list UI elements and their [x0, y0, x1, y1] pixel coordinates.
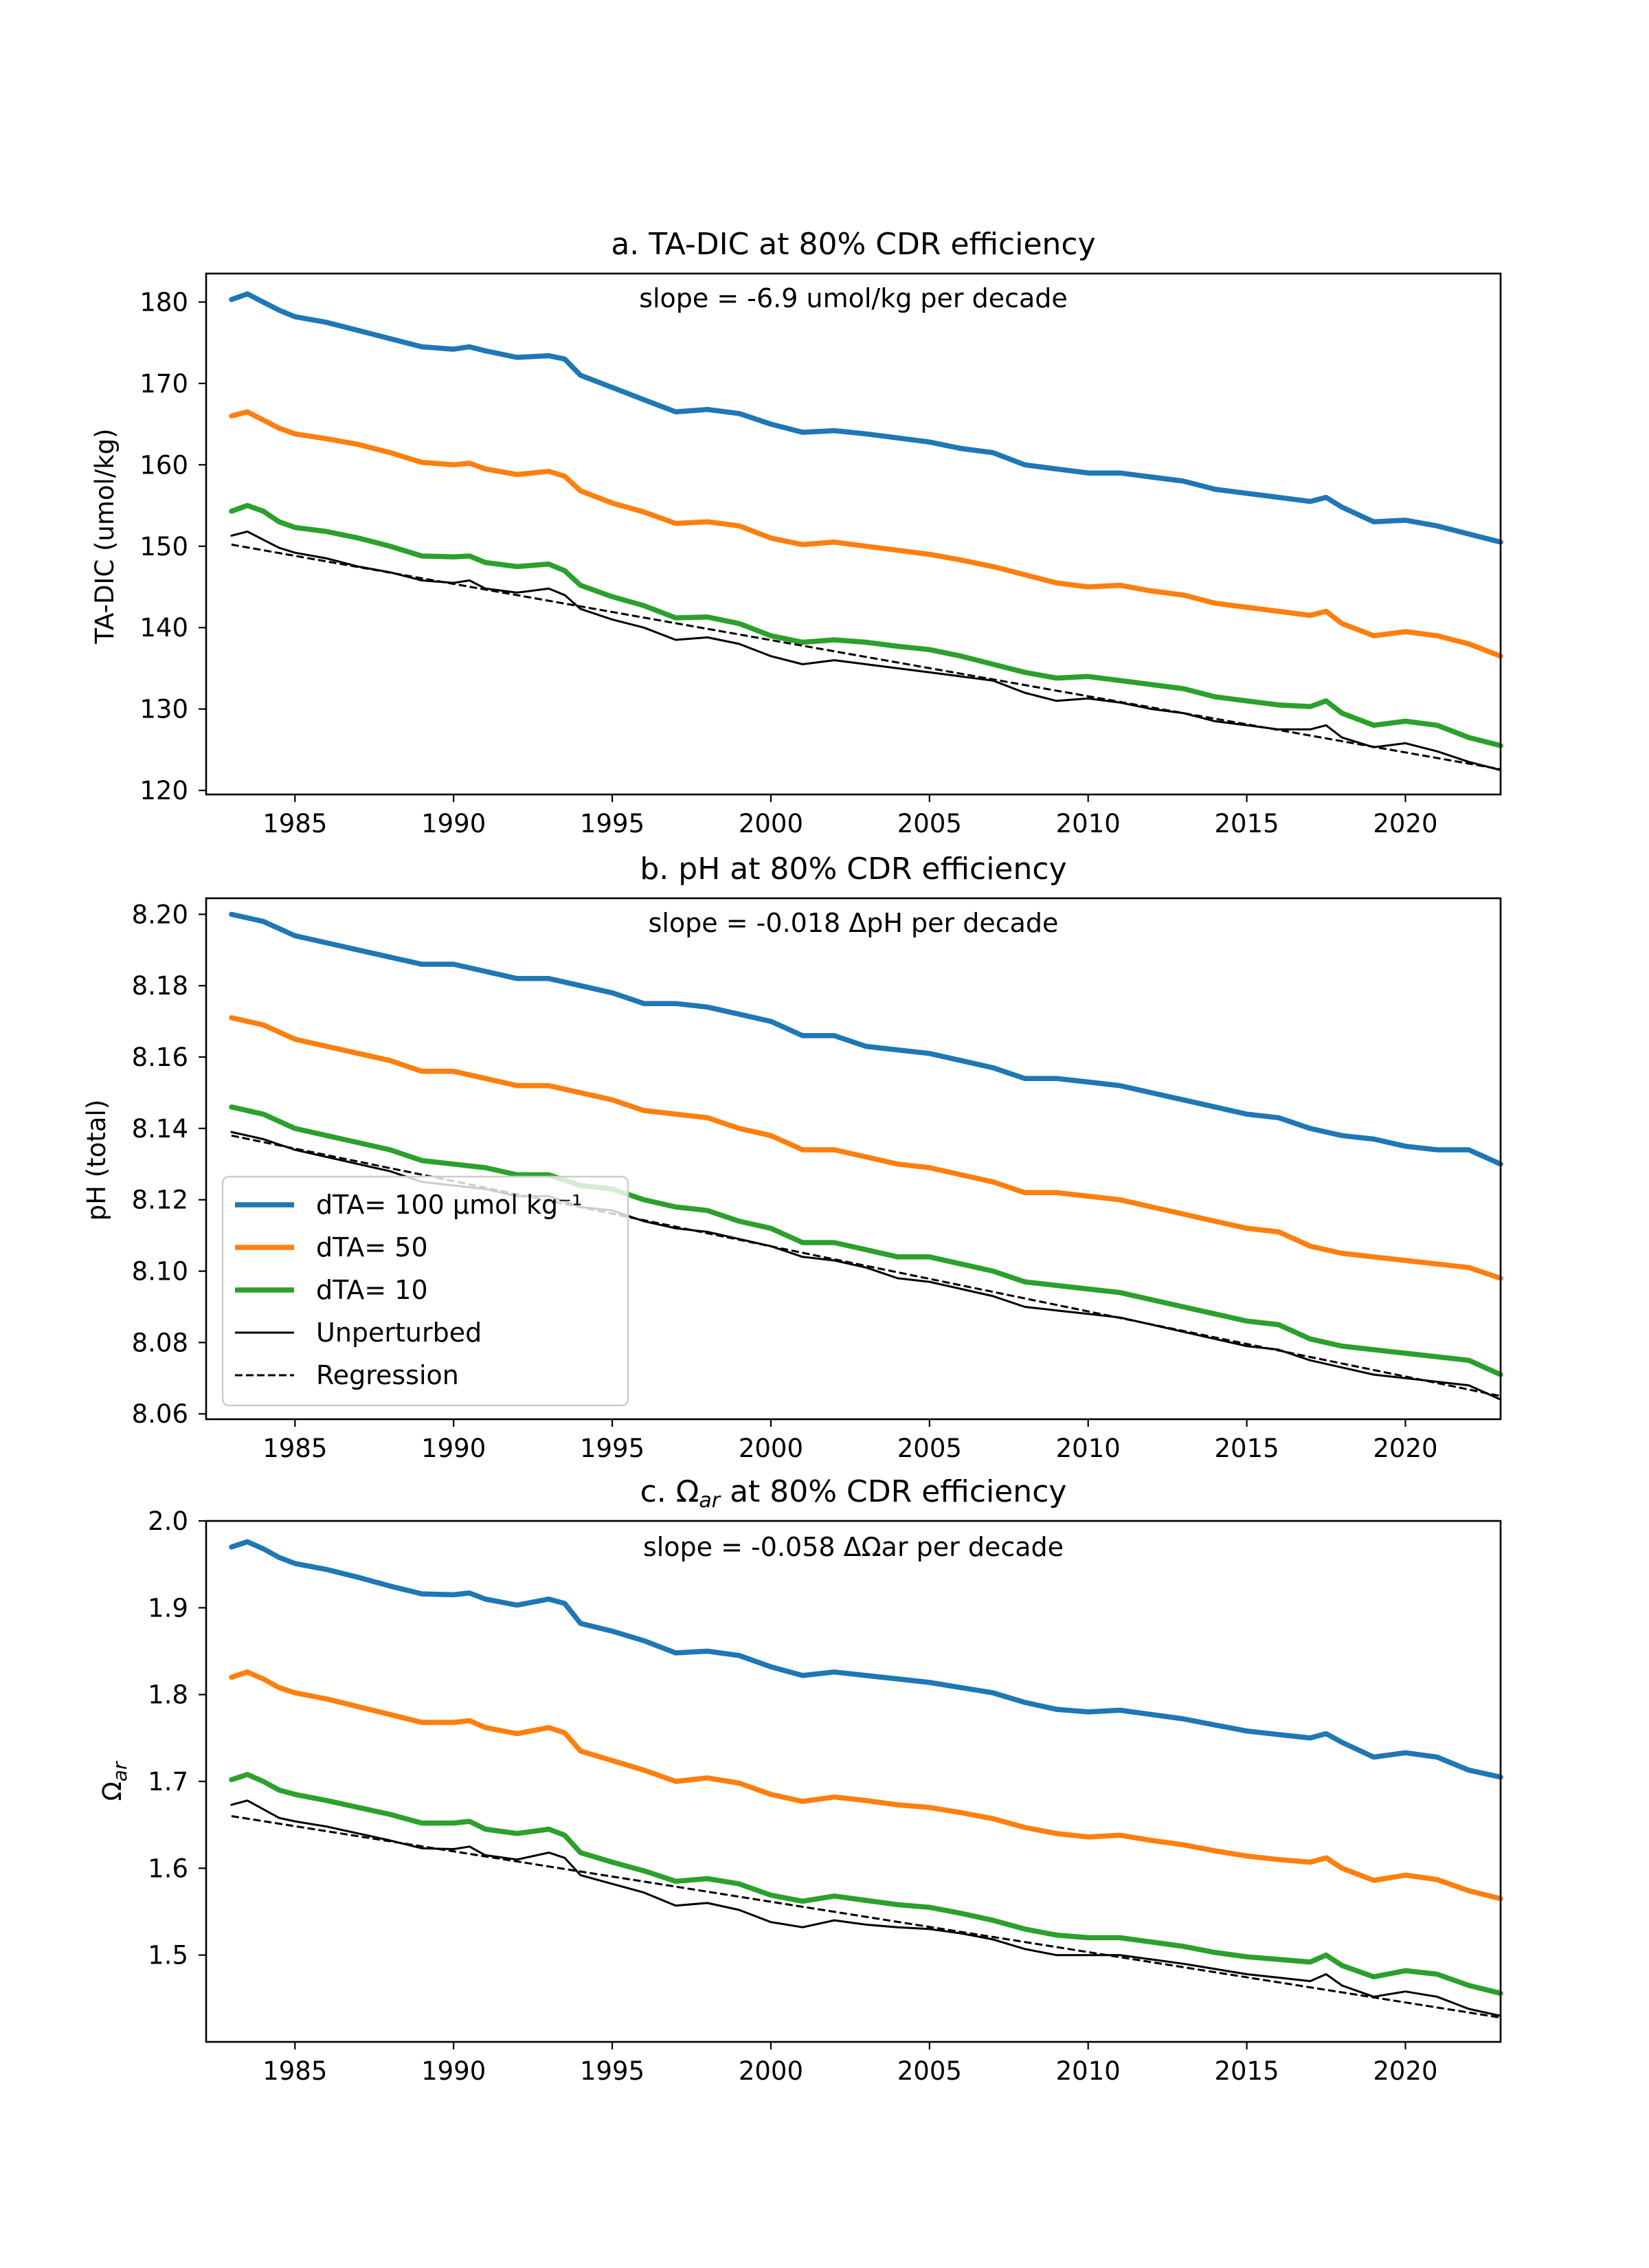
panel-a-x-tick-label: 2010 [1056, 809, 1121, 838]
panel-a-x-tick-label: 2000 [739, 809, 803, 838]
panel-b-y-tick-label: 8.10 [132, 1257, 188, 1287]
panel-b-x-tick-label: 1985 [262, 1434, 327, 1463]
panel-b-y-tick-label: 8.20 [132, 900, 188, 929]
panel-a-series-regression [231, 543, 1501, 770]
panel-b-x-tick-label: 2010 [1056, 1434, 1121, 1463]
panel-b-x-tick-label: 1995 [580, 1434, 644, 1463]
legend-box [221, 1175, 629, 1407]
panel-c: c. Ωar at 80% CDR efficiency Ωar slope =… [98, 1474, 1503, 2086]
panel-c-y-tick-label: 1.8 [148, 1680, 188, 1710]
panel-a-y-tick-label: 140 [139, 613, 188, 643]
panel-c-y-tick-label: 1.6 [148, 1854, 188, 1883]
panel-a-title: a. TA-DIC at 80% CDR efficiency [611, 227, 1095, 262]
panel-b-x-tick-label: 2005 [897, 1434, 962, 1463]
panel-a-series [229, 291, 1503, 771]
legend-entry-dta100: dTA= 100 μmol kg⁻¹ [235, 1190, 582, 1220]
panel-c-series-dta100 [229, 1539, 1503, 1780]
panel-a-x-tick-label: 1995 [580, 809, 644, 838]
panel-c-x-tick-label: 1985 [262, 2056, 327, 2086]
panel-a: a. TA-DIC at 80% CDR efficiency TA-DIC (… [90, 227, 1503, 838]
panel-a-x-tick-label: 2015 [1215, 809, 1279, 838]
panel-a-y-tick-label: 170 [139, 369, 188, 399]
panel-c-frame [205, 1520, 1502, 2043]
panel-a-series-dta10 [229, 502, 1503, 748]
panel-a-series-dta100 [229, 291, 1503, 545]
panel-c-series-dta50 [229, 1669, 1503, 1902]
panel-c-y-tick-label: 1.7 [148, 1767, 188, 1797]
legend-entry-regression: Regression [235, 1360, 459, 1390]
panel-a-ticks: 1985 1990 1995 2000 2005 2010 2015 2020 120 130 14… [139, 287, 1437, 838]
legend-label-dta50: dTA= 50 [316, 1232, 428, 1263]
panel-b: b. pH at 80% CDR efficiency pH (total) s… [82, 852, 1503, 1463]
panel-b-y-tick-label: 8.14 [132, 1114, 188, 1144]
panel-b-y-axis-label: pH (total) [82, 1100, 111, 1221]
panel-a-y-tick-label: 120 [139, 776, 188, 805]
panel-c-x-tick-label: 2000 [739, 2056, 803, 2086]
panel-b-x-tick-label: 2015 [1215, 1434, 1279, 1463]
panel-c-y-tick-label: 2.0 [148, 1507, 188, 1536]
legend-label-dta100: dTA= 100 μmol kg⁻¹ [316, 1190, 582, 1220]
panel-b-series-dta100 [229, 911, 1503, 1167]
panel-c-x-tick-label: 2005 [897, 2056, 962, 2086]
panel-b-x-tick-label: 1990 [421, 1434, 486, 1463]
panel-b-y-tick-label: 8.08 [132, 1328, 188, 1357]
panel-b-y-tick-label: 8.16 [132, 1043, 188, 1072]
panel-a-y-tick-label: 180 [139, 287, 188, 317]
legend: dTA= 100 μmol kg⁻¹ dTA= 50 dTA= 10 Unper… [221, 1175, 629, 1407]
legend-label-unperturbed: Unperturbed [316, 1318, 482, 1348]
panel-a-y-axis-label: TA-DIC (umol/kg) [90, 428, 120, 644]
panel-b-x-tick-label: 2000 [739, 1434, 803, 1463]
panel-c-x-tick-label: 1990 [421, 2056, 486, 2086]
panel-a-y-tick-label: 160 [139, 450, 188, 480]
panel-a-x-tick-label: 2005 [897, 809, 962, 838]
panel-a-y-tick-label: 130 [139, 695, 188, 724]
panel-b-series-dta10 [229, 1104, 1503, 1377]
panel-c-x-tick-label: 2020 [1373, 2056, 1437, 2086]
panel-b-slope-annotation: slope = -0.018 ΔpH per decade [649, 908, 1059, 938]
panel-a-x-tick-label: 1985 [262, 809, 327, 838]
panel-a-series-dta50 [229, 409, 1503, 659]
panel-b-series-dta50 [229, 1015, 1503, 1281]
panel-c-series-regression [231, 1815, 1501, 2019]
panel-c-x-tick-label: 2015 [1215, 2056, 1279, 2086]
legend-entry-dta10: dTA= 10 [235, 1275, 428, 1305]
panel-b-y-tick-label: 8.06 [132, 1399, 188, 1429]
panel-c-ticks: 1985 1990 1995 2000 2005 2010 2015 2020 1.5 1.6 1.… [148, 1507, 1437, 2086]
panel-c-title: c. Ωar at 80% CDR efficiency [640, 1474, 1067, 1513]
panel-a-y-tick-label: 150 [139, 532, 188, 562]
panel-b-y-tick-label: 8.18 [132, 971, 188, 1001]
panel-c-series-dta10 [229, 1772, 1503, 1997]
panel-a-x-tick-label: 1990 [421, 809, 486, 838]
panel-c-y-tick-label: 1.5 [148, 1941, 188, 1970]
legend-entry-dta50: dTA= 50 [235, 1232, 428, 1263]
panel-b-title: b. pH at 80% CDR efficiency [640, 852, 1066, 887]
panel-c-x-tick-label: 1995 [580, 2056, 644, 2086]
panel-b-ticks: 1985 1990 1995 2000 2005 2010 2015 2020 8.06 8.08… [132, 900, 1438, 1463]
legend-entry-unperturbed: Unperturbed [235, 1318, 482, 1348]
panel-b-y-tick-label: 8.12 [132, 1186, 188, 1215]
panel-c-series [229, 1539, 1503, 2019]
legend-label-dta10: dTA= 10 [316, 1275, 428, 1305]
panel-a-slope-annotation: slope = -6.9 umol/kg per decade [639, 283, 1068, 313]
panel-b-frame [205, 897, 1502, 1421]
panel-c-x-tick-label: 2010 [1056, 2056, 1121, 2086]
panel-c-y-tick-label: 1.9 [148, 1593, 188, 1623]
panel-a-x-tick-label: 2020 [1373, 809, 1437, 838]
legend-label-regression: Regression [316, 1360, 459, 1390]
panel-c-slope-annotation: slope = -0.058 ΔΩar per decade [643, 1532, 1064, 1562]
panel-b-x-tick-label: 2020 [1373, 1434, 1437, 1463]
panel-a-frame [205, 272, 1502, 796]
